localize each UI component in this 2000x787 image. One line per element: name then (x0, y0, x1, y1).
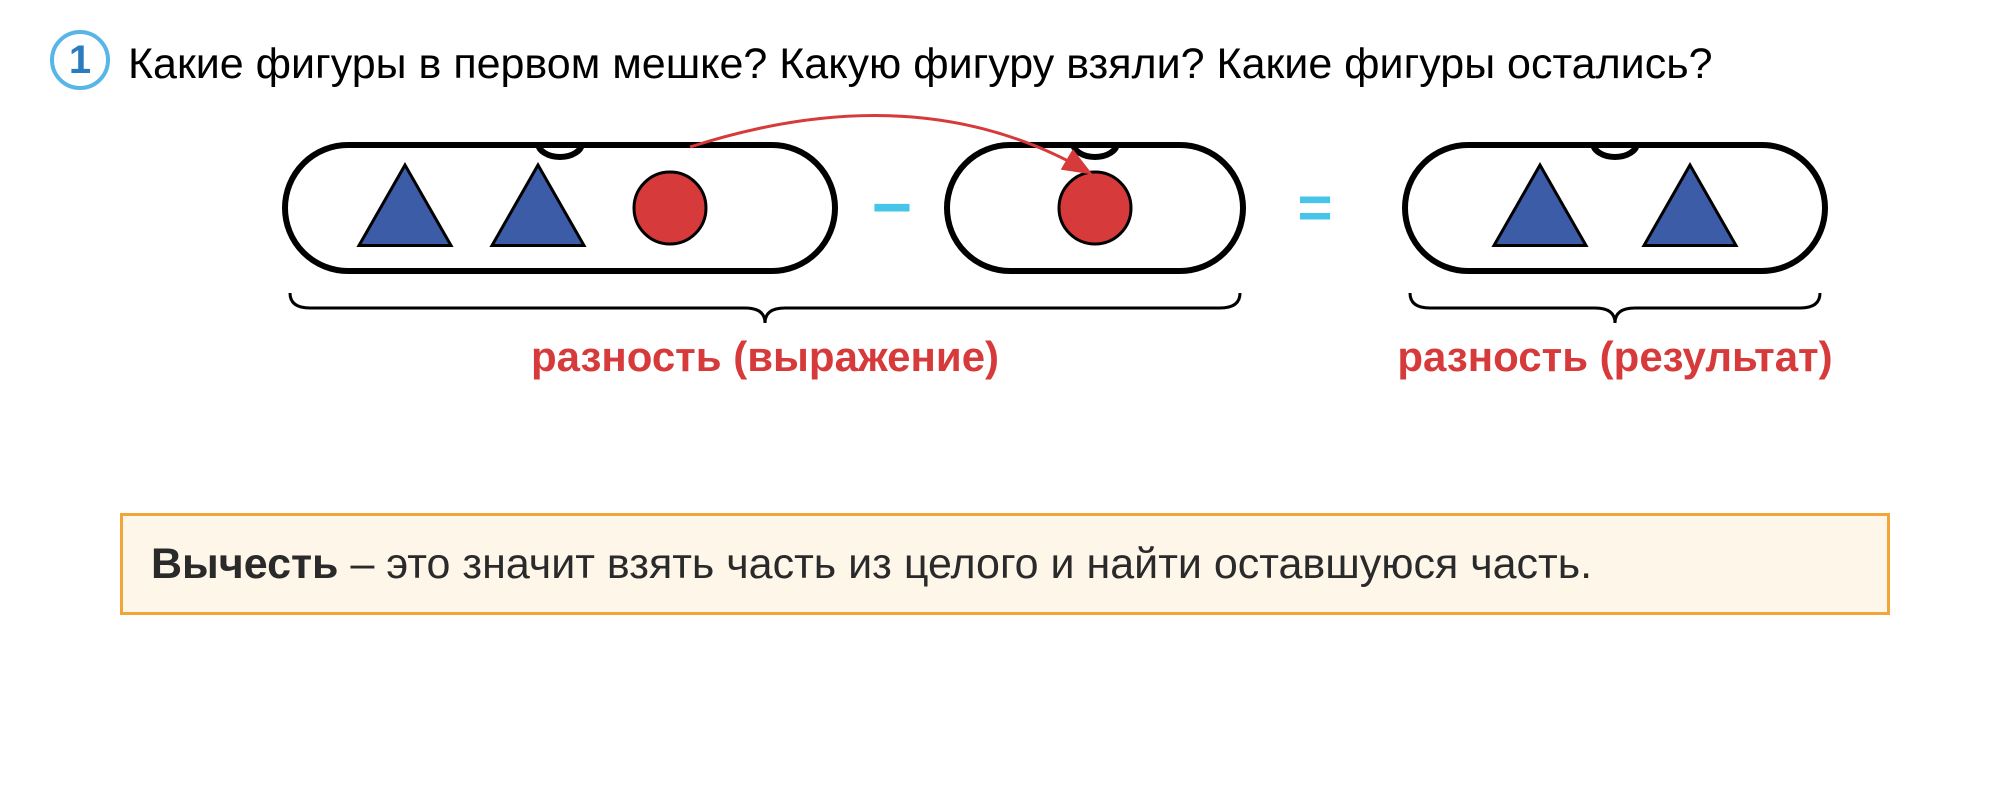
operator: = (1297, 174, 1332, 241)
curly-brace (290, 293, 1240, 323)
question-number-badge: 1 (50, 30, 110, 90)
brace-label: разность (результат) (1397, 333, 1832, 380)
bag-right (1405, 145, 1825, 271)
circle-shape (1059, 172, 1131, 244)
curly-brace (1410, 293, 1820, 323)
operator: − (872, 168, 913, 246)
question-block: 1 Какие фигуры в первом мешке? Какую фиг… (40, 30, 1960, 93)
brace-label: разность (выражение) (531, 333, 999, 380)
definition-box: Вычесть – это значит взять часть из цело… (120, 513, 1890, 615)
circle-shape (634, 172, 706, 244)
definition-bold: Вычесть (151, 540, 339, 588)
question-text: Какие фигуры в первом мешке? Какую фигур… (128, 30, 1713, 93)
subtraction-diagram: − = разность (выражение) разность (результа… (40, 113, 1960, 493)
definition-rest: – это значит взять часть из целого и най… (339, 540, 1593, 588)
diagram-svg: − = разность (выражение) разность (результа… (40, 113, 1940, 413)
